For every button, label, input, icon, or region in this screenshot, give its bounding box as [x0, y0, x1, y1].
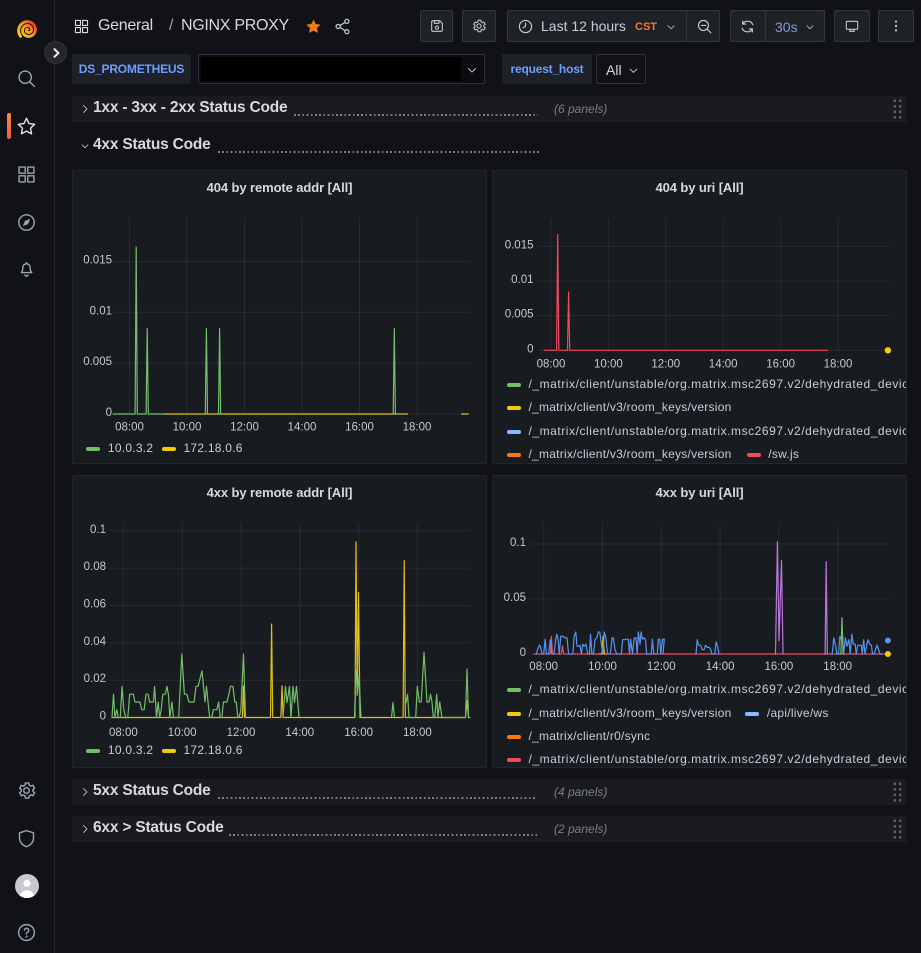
svg-text:0: 0 — [527, 343, 533, 355]
svg-text:12:00: 12:00 — [230, 422, 259, 434]
svg-text:08:00: 08:00 — [115, 422, 144, 434]
svg-text:14:00: 14:00 — [288, 422, 317, 434]
svg-text:08:00: 08:00 — [537, 359, 566, 371]
svg-text:14:00: 14:00 — [285, 727, 314, 739]
svg-text:0.04: 0.04 — [84, 636, 107, 648]
svg-text:18:00: 18:00 — [403, 422, 432, 434]
svg-text:12:00: 12:00 — [647, 661, 676, 673]
svg-text:12:00: 12:00 — [227, 727, 256, 739]
svg-text:0.02: 0.02 — [84, 673, 106, 685]
svg-text:16:00: 16:00 — [345, 422, 374, 434]
svg-text:18:00: 18:00 — [823, 661, 852, 673]
svg-text:0.01: 0.01 — [511, 274, 533, 286]
svg-text:0.1: 0.1 — [510, 537, 526, 549]
svg-text:08:00: 08:00 — [529, 661, 558, 673]
svg-text:16:00: 16:00 — [344, 727, 373, 739]
svg-text:0.08: 0.08 — [84, 561, 106, 573]
svg-text:10:00: 10:00 — [594, 359, 623, 371]
svg-text:14:00: 14:00 — [709, 359, 738, 371]
svg-text:16:00: 16:00 — [766, 359, 795, 371]
svg-text:10:00: 10:00 — [173, 422, 202, 434]
svg-text:0.015: 0.015 — [83, 254, 112, 266]
svg-text:18:00: 18:00 — [824, 359, 853, 371]
svg-text:08:00: 08:00 — [109, 727, 138, 739]
svg-text:0.005: 0.005 — [83, 356, 112, 368]
svg-text:0.01: 0.01 — [90, 305, 112, 317]
svg-text:0.05: 0.05 — [504, 592, 526, 604]
svg-text:10:00: 10:00 — [168, 727, 197, 739]
svg-text:0: 0 — [100, 711, 106, 723]
svg-text:10:00: 10:00 — [588, 661, 617, 673]
svg-text:16:00: 16:00 — [765, 661, 794, 673]
svg-text:0: 0 — [106, 407, 112, 419]
svg-text:0.06: 0.06 — [84, 599, 106, 611]
svg-text:14:00: 14:00 — [706, 661, 735, 673]
svg-text:0.005: 0.005 — [505, 309, 534, 321]
svg-text:0.1: 0.1 — [90, 524, 106, 536]
svg-text:0.015: 0.015 — [505, 239, 534, 251]
svg-text:18:00: 18:00 — [403, 727, 432, 739]
svg-text:0: 0 — [520, 647, 526, 659]
svg-text:12:00: 12:00 — [651, 359, 680, 371]
